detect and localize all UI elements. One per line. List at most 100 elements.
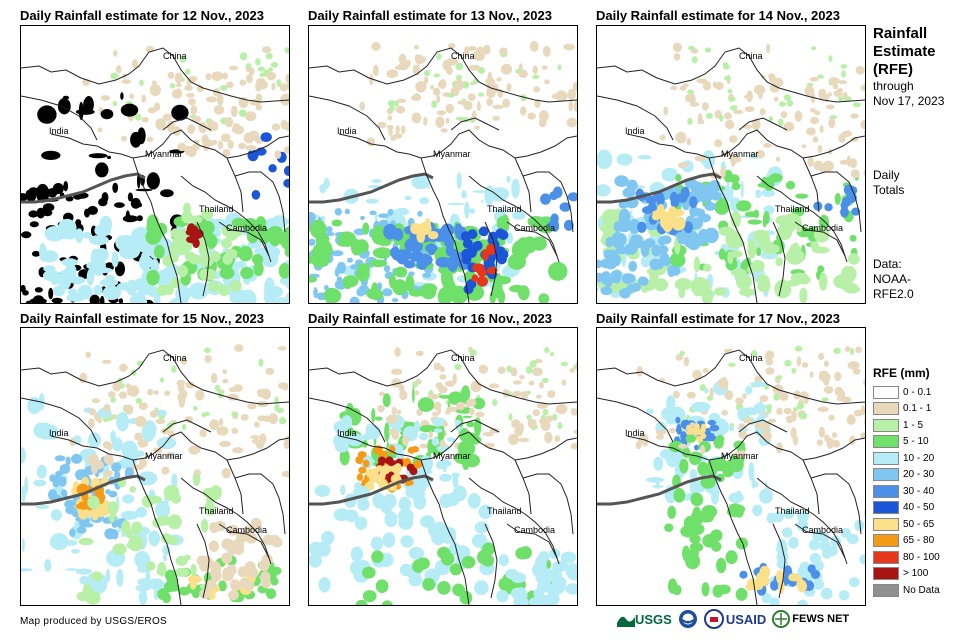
legend-item: 50 - 65 bbox=[873, 516, 940, 533]
border-line bbox=[152, 431, 244, 515]
sidebar-daily: Daily bbox=[873, 168, 900, 182]
border-line bbox=[309, 349, 577, 405]
border-line bbox=[162, 117, 212, 131]
border-line bbox=[597, 349, 865, 405]
rainfall-layer bbox=[21, 45, 289, 303]
legend-swatch bbox=[873, 534, 899, 548]
country-label-thailand: Thailand bbox=[199, 506, 234, 516]
panel-title: Daily Rainfall estimate for 13 Nov., 202… bbox=[308, 8, 552, 23]
legend-label: 1 - 5 bbox=[903, 419, 924, 431]
panel-title: Daily Rainfall estimate for 15 Nov., 202… bbox=[20, 311, 264, 326]
legend-item: 20 - 30 bbox=[873, 467, 940, 484]
coastline bbox=[309, 474, 434, 506]
coastline bbox=[21, 474, 146, 506]
legend-swatch bbox=[873, 484, 899, 498]
rainfall-layer bbox=[309, 346, 577, 605]
usgs-icon bbox=[617, 616, 635, 627]
data-source: RFE2.0 bbox=[873, 287, 914, 301]
border-line bbox=[50, 435, 154, 461]
noaa-seal-icon bbox=[678, 610, 697, 628]
country-label-myanmar: Myanmar bbox=[145, 451, 183, 461]
border-line bbox=[21, 349, 289, 405]
sidebar-title: Estimate bbox=[873, 43, 936, 60]
usaid-seal-icon bbox=[703, 609, 724, 629]
sidebar-totals: Totals bbox=[873, 183, 905, 197]
panel-title: Daily Rainfall estimate for 14 Nov., 202… bbox=[596, 8, 840, 23]
border-line bbox=[21, 95, 98, 141]
border-line bbox=[196, 523, 210, 599]
country-label-cambodia: Cambodia bbox=[802, 525, 844, 535]
data-label: Data: bbox=[873, 257, 902, 271]
rainfall-layer bbox=[309, 40, 577, 303]
border-line bbox=[708, 157, 758, 303]
legend-item: > 100 bbox=[873, 566, 940, 583]
legend-item: No Data bbox=[873, 582, 940, 599]
border-line bbox=[506, 523, 558, 559]
border-line bbox=[514, 135, 577, 159]
border-line bbox=[506, 221, 558, 257]
border-line bbox=[626, 435, 730, 461]
border-line bbox=[226, 437, 289, 461]
country-label-cambodia: Cambodia bbox=[226, 525, 268, 535]
legend-item: 30 - 40 bbox=[873, 483, 940, 500]
panel-title: Daily Rainfall estimate for 16 Nov., 202… bbox=[308, 311, 552, 326]
legend-label: 5 - 10 bbox=[903, 436, 929, 448]
legend-item: 0.1 - 1 bbox=[873, 401, 940, 418]
border-line bbox=[756, 175, 848, 263]
country-label-china: China bbox=[739, 353, 763, 363]
border-line bbox=[132, 459, 182, 605]
country-label-china: China bbox=[739, 51, 763, 61]
legend-item: 10 - 20 bbox=[873, 450, 940, 467]
legend-swatch bbox=[873, 451, 899, 465]
panel-title: Daily Rainfall estimate for 12 Nov., 202… bbox=[20, 8, 264, 23]
legend-label: 65 - 80 bbox=[903, 535, 935, 547]
border-line bbox=[196, 221, 210, 297]
border-line bbox=[132, 157, 182, 303]
border-line bbox=[802, 135, 865, 159]
border-line bbox=[152, 129, 244, 213]
country-label-myanmar: Myanmar bbox=[721, 451, 759, 461]
border-line bbox=[21, 47, 289, 103]
rainfall-layer bbox=[21, 344, 289, 605]
rainfall-map-nov-16: China India Myanmar Thailand Cambodia bbox=[308, 327, 578, 606]
country-label-india: India bbox=[49, 428, 69, 438]
legend-label: 40 - 50 bbox=[903, 502, 935, 514]
border-line bbox=[794, 221, 846, 257]
sidebar-title: Rainfall bbox=[873, 25, 928, 42]
border-line bbox=[440, 431, 532, 515]
map-credit: Map produced by USGS/EROS bbox=[20, 616, 168, 627]
legend-swatch bbox=[873, 418, 899, 432]
border-line bbox=[309, 47, 577, 103]
legend-label: 80 - 100 bbox=[903, 551, 940, 563]
country-label-cambodia: Cambodia bbox=[514, 525, 556, 535]
border-line bbox=[338, 133, 442, 159]
country-label-cambodia: Cambodia bbox=[802, 223, 844, 233]
coastline bbox=[597, 474, 722, 506]
legend-swatch bbox=[873, 517, 899, 531]
legend-item: 5 - 10 bbox=[873, 434, 940, 451]
border-line bbox=[597, 95, 674, 141]
country-label-india: India bbox=[625, 428, 645, 438]
border-line bbox=[162, 419, 212, 433]
map-canvas bbox=[309, 346, 577, 605]
country-label-thailand: Thailand bbox=[775, 506, 810, 516]
legend-swatch bbox=[873, 583, 899, 597]
country-label-india: India bbox=[49, 126, 69, 136]
border-line bbox=[738, 419, 788, 433]
country-label-thailand: Thailand bbox=[487, 506, 522, 516]
legend-swatch bbox=[873, 385, 899, 399]
coastline bbox=[309, 172, 434, 204]
map-canvas bbox=[21, 45, 289, 303]
rfe-legend: RFE (mm) 0 - 0.1 0.1 - 1 1 - 5 5 - 10 10 - 2… bbox=[873, 366, 940, 599]
border-line bbox=[218, 221, 270, 257]
border-line bbox=[338, 435, 442, 461]
fewsnet-logo: FEWS NET bbox=[772, 610, 849, 628]
border-line bbox=[226, 135, 289, 159]
rainfall-map-nov-13: China India Myanmar Thailand Cambodia bbox=[308, 25, 578, 304]
legend-swatch bbox=[873, 567, 899, 581]
sidebar-through: through bbox=[873, 79, 914, 93]
border-line bbox=[728, 129, 820, 213]
legend-item: 65 - 80 bbox=[873, 533, 940, 550]
country-label-china: China bbox=[163, 353, 187, 363]
border-line bbox=[484, 523, 498, 599]
